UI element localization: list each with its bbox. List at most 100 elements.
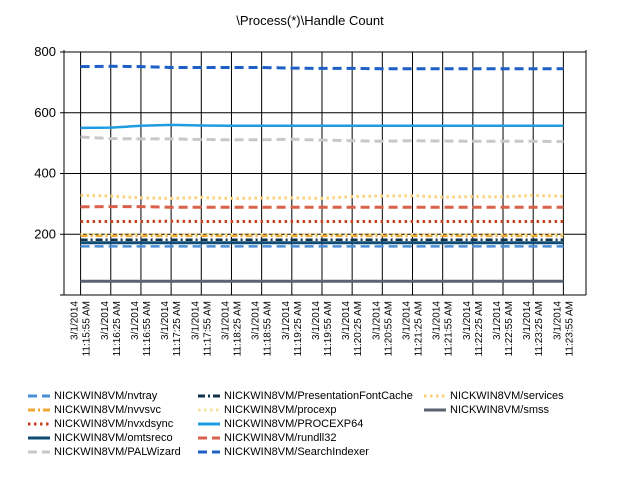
svg-text:11:17:55 AM: 11:17:55 AM: [202, 301, 213, 356]
series-line: [80, 123, 564, 130]
legend-swatch: [28, 407, 50, 413]
svg-text:3/1/2014: 3/1/2014: [402, 301, 413, 340]
legend-label: NICKWIN8VM/PresentationFontCache: [224, 390, 413, 402]
x-tick-label: 3/1/2014 11:17:25 AM: [160, 301, 183, 357]
x-tick-label: 3/1/2014 11:15:55 AM: [70, 301, 93, 357]
legend-label: NICKWIN8VM/services: [450, 390, 564, 402]
x-tick-label: 3/1/2014 11:20:55 AM: [371, 301, 394, 357]
svg-text:3/1/2014: 3/1/2014: [522, 301, 533, 340]
legend-label: NICKWIN8VM/PALWizard: [54, 446, 181, 458]
svg-text:11:22:55 AM: 11:22:55 AM: [504, 301, 515, 356]
legend-item: NICKWIN8VM/nvtray: [28, 388, 157, 404]
series-line: [80, 135, 564, 144]
legend-label: NICKWIN8VM/nvtray: [54, 390, 158, 402]
svg-text:11:19:25 AM: 11:19:25 AM: [293, 301, 304, 356]
legend-swatch: [198, 449, 220, 455]
axes-layer: [60, 50, 587, 296]
svg-text:11:21:25 AM: 11:21:25 AM: [414, 301, 425, 356]
svg-text:11:18:55 AM: 11:18:55 AM: [263, 301, 274, 356]
x-tick-label: 3/1/2014 11:22:25 AM: [462, 301, 485, 357]
y-tick-labels: 200 400 600 800: [34, 44, 56, 241]
legend-item: NICKWIN8VM/omtsreco: [28, 430, 173, 446]
svg-text:3/1/2014: 3/1/2014: [190, 301, 201, 340]
y-tick-label: 600: [34, 105, 56, 120]
legend-label: NICKWIN8VM/rundll32: [224, 432, 337, 444]
legend-label: NICKWIN8VM/procexp: [224, 404, 337, 416]
legend-label: NICKWIN8VM/nvxdsync: [54, 418, 174, 430]
series-line: [80, 64, 564, 71]
y-tick-label: 400: [34, 166, 56, 181]
svg-text:3/1/2014: 3/1/2014: [100, 301, 111, 340]
legend-label: NICKWIN8VM/nvvsvc: [54, 404, 161, 416]
legend-item: NICKWIN8VM/SearchIndexer: [198, 444, 369, 460]
legend-swatch: [198, 393, 220, 399]
x-tick-label: 3/1/2014 11:16:55 AM: [130, 301, 153, 357]
svg-text:11:18:25 AM: 11:18:25 AM: [233, 301, 244, 356]
legend-swatch: [424, 407, 446, 413]
legend-item: NICKWIN8VM/PROCEXP64: [198, 416, 363, 432]
legend-item: NICKWIN8VM/rundll32: [198, 430, 336, 446]
x-tick-label: 3/1/2014 11:21:25 AM: [402, 301, 425, 357]
legend-item: NICKWIN8VM/nvvsvc: [28, 402, 161, 418]
svg-text:3/1/2014: 3/1/2014: [281, 301, 292, 340]
legend-label: NICKWIN8VM/SearchIndexer: [224, 446, 369, 458]
svg-text:3/1/2014: 3/1/2014: [160, 301, 171, 340]
legend-item: NICKWIN8VM/PresentationFontCache: [198, 388, 413, 404]
x-tick-label: 3/1/2014 11:20:25 AM: [341, 301, 364, 357]
x-tick-label: 3/1/2014 11:21:55 AM: [432, 301, 455, 357]
svg-text:11:20:55 AM: 11:20:55 AM: [383, 301, 394, 356]
x-tick-label: 3/1/2014 11:23:55 AM: [552, 301, 575, 357]
legend-label: NICKWIN8VM/PROCEXP64: [224, 418, 364, 430]
x-tick-label: 3/1/2014 11:18:55 AM: [251, 301, 274, 357]
svg-text:11:20:25 AM: 11:20:25 AM: [353, 301, 364, 356]
legend-item: NICKWIN8VM/procexp: [198, 402, 336, 418]
series-line: [80, 193, 564, 200]
x-tick-label: 3/1/2014 11:16:25 AM: [100, 301, 123, 357]
series-layer: [80, 64, 564, 283]
x-tick-label: 3/1/2014 11:18:25 AM: [221, 301, 244, 357]
legend: NICKWIN8VM/nvtray NICKWIN8VM/nvvsvc NICKWI…: [28, 388, 618, 468]
legend-swatch: [424, 393, 446, 399]
x-tick-label: 3/1/2014 11:23:25 AM: [522, 301, 545, 357]
x-tick-labels: 3/1/2014 11:15:55 AM 3/1/2014 11:16:25 AM 3/…: [70, 301, 576, 357]
svg-text:3/1/2014: 3/1/2014: [221, 301, 232, 340]
legend-swatch: [28, 449, 50, 455]
legend-label: NICKWIN8VM/omtsreco: [54, 432, 173, 444]
legend-item: NICKWIN8VM/smss: [424, 402, 549, 418]
chart-title: \Process(*)\Handle Count: [236, 13, 384, 28]
svg-text:3/1/2014: 3/1/2014: [371, 301, 382, 340]
series-line: [80, 205, 564, 209]
svg-text:11:23:55 AM: 11:23:55 AM: [564, 301, 575, 356]
svg-text:11:23:25 AM: 11:23:25 AM: [534, 301, 545, 356]
svg-text:3/1/2014: 3/1/2014: [462, 301, 473, 340]
legend-item: NICKWIN8VM/services: [424, 388, 564, 404]
svg-text:3/1/2014: 3/1/2014: [492, 301, 503, 340]
chart-svg: \Process(*)\Handle Count 200 400 600 800 3/…: [34, 13, 587, 357]
y-tick-label: 200: [34, 226, 56, 241]
legend-swatch: [28, 393, 50, 399]
svg-text:11:19:55 AM: 11:19:55 AM: [323, 301, 334, 356]
x-tick-label: 3/1/2014 11:17:55 AM: [190, 301, 213, 357]
svg-text:11:17:25 AM: 11:17:25 AM: [172, 301, 183, 356]
legend-swatch: [198, 435, 220, 441]
y-tick-label: 800: [34, 44, 56, 59]
grid-layer: [64, 51, 586, 295]
svg-text:3/1/2014: 3/1/2014: [70, 301, 81, 340]
svg-text:3/1/2014: 3/1/2014: [130, 301, 141, 340]
legend-item: NICKWIN8VM/PALWizard: [28, 444, 181, 460]
svg-text:3/1/2014: 3/1/2014: [341, 301, 352, 340]
svg-text:11:22:25 AM: 11:22:25 AM: [474, 301, 485, 356]
svg-text:3/1/2014: 3/1/2014: [311, 301, 322, 340]
x-tick-label: 3/1/2014 11:19:55 AM: [311, 301, 334, 357]
legend-swatch: [28, 435, 50, 441]
x-tick-label: 3/1/2014 11:22:55 AM: [492, 301, 515, 357]
svg-text:3/1/2014: 3/1/2014: [552, 301, 563, 340]
legend-swatch: [198, 421, 220, 427]
legend-swatch: [28, 421, 50, 427]
svg-text:3/1/2014: 3/1/2014: [251, 301, 262, 340]
svg-text:3/1/2014: 3/1/2014: [432, 301, 443, 340]
legend-label: NICKWIN8VM/smss: [450, 404, 549, 416]
legend-item: NICKWIN8VM/nvxdsync: [28, 416, 173, 432]
legend-swatch: [198, 407, 220, 413]
